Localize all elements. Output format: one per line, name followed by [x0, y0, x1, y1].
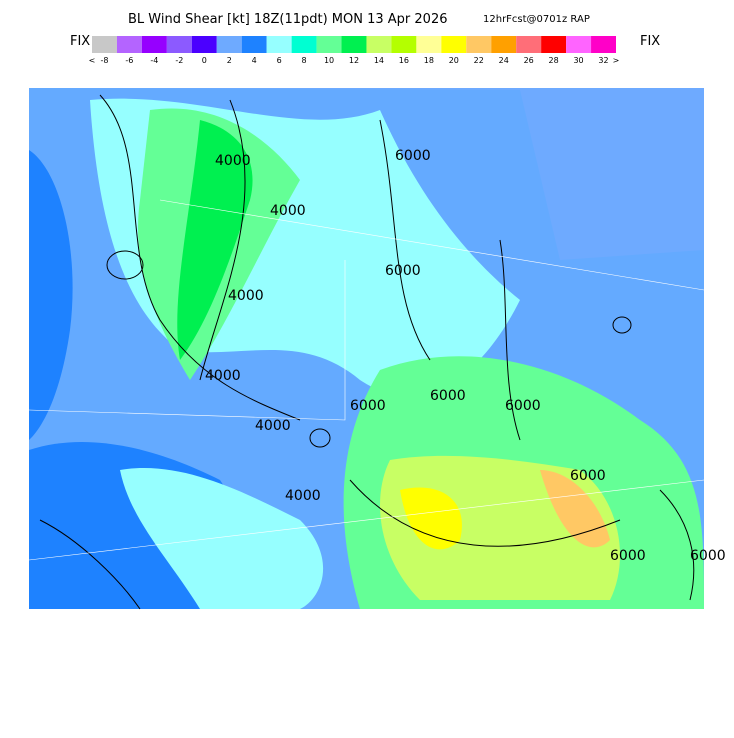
- colorbar-label: <: [89, 56, 96, 65]
- borders: [28, 199, 705, 561]
- colorbar-label: 32: [598, 56, 608, 65]
- contour-label: 6000: [690, 548, 726, 564]
- colorbar-swatch: [216, 36, 242, 53]
- colorbar-label: 26: [524, 56, 534, 65]
- contour-label: 6000: [430, 388, 466, 404]
- colorbar-label: 12: [349, 56, 359, 65]
- colorbar-swatch: [92, 36, 117, 53]
- colorbar-label: 18: [424, 56, 434, 65]
- colorbar-label: 2: [227, 56, 232, 65]
- colorbar-swatch: [441, 36, 467, 53]
- contour-labels: 4000 4000 4000 6000 4000 4000 6000 6000 4000 6000…: [205, 148, 726, 564]
- colorbar-label: -6: [125, 56, 133, 65]
- colorbar-swatch: [366, 36, 392, 53]
- colorbar-swatch: [191, 36, 217, 53]
- forecast-label: 12hrFcst@0701z RAP: [483, 14, 590, 25]
- fix-right: FIX: [640, 34, 660, 49]
- colorbar-swatch: [116, 36, 142, 53]
- colorbar-label: -4: [150, 56, 158, 65]
- colorbar-swatch: [241, 36, 267, 53]
- colorbar-label: 22: [474, 56, 484, 65]
- colorbar: < -8 -6 -4 -2 0 2 4 6 8 10 12 14 16 18 20 22 24 26 28 30 32 >: [89, 36, 620, 65]
- contour-label: 4000: [270, 203, 306, 219]
- colorbar-label: 24: [499, 56, 509, 65]
- contour-label: 6000: [395, 148, 431, 164]
- region: [177, 120, 253, 360]
- region: [540, 470, 610, 548]
- colorbar-label: 0: [202, 56, 207, 65]
- colorbar-swatch: [291, 36, 317, 53]
- colorbar-label: 14: [374, 56, 384, 65]
- contour-label: 4000: [205, 368, 241, 384]
- colorbar-swatch: [316, 36, 342, 53]
- colorbar-swatch: [566, 36, 592, 53]
- contour-label: 4000: [215, 153, 251, 169]
- colorbar-swatch: [266, 36, 292, 53]
- colorbar-label: 8: [302, 56, 307, 65]
- colorbar-swatch: [416, 36, 442, 53]
- fix-left: FIX: [70, 34, 90, 49]
- map: 4000 4000 4000 6000 4000 4000 6000 6000 4000 6000…: [28, 88, 726, 610]
- colorbar-swatch: [466, 36, 492, 53]
- colorbar-swatch: [166, 36, 192, 53]
- colorbar-swatch: [541, 36, 567, 53]
- contour-label: 4000: [255, 418, 291, 434]
- colorbar-label: 16: [399, 56, 409, 65]
- contour-label: 6000: [350, 398, 386, 414]
- colorbar-label: 10: [324, 56, 334, 65]
- region: [120, 468, 324, 609]
- contour-label: 4000: [228, 288, 264, 304]
- title: BL Wind Shear [kt] 18Z(11pdt) MON 13 Apr…: [128, 12, 447, 27]
- contour-label: 6000: [570, 468, 606, 484]
- contour-label: 6000: [505, 398, 541, 414]
- region: [29, 88, 704, 260]
- colorbar-swatch: [141, 36, 167, 53]
- colorbar-swatch: [341, 36, 367, 53]
- colorbar-swatch: [491, 36, 517, 53]
- contour-label: 4000: [285, 488, 321, 504]
- contours: [39, 94, 695, 610]
- colorbar-label: 20: [449, 56, 459, 65]
- colorbar-label: >: [613, 56, 620, 65]
- colorbar-label: 28: [549, 56, 559, 65]
- colorbar-swatch: [516, 36, 542, 53]
- colorbar-label: 6: [277, 56, 282, 65]
- colorbar-label: 30: [573, 56, 583, 65]
- contour-label: 6000: [385, 263, 421, 279]
- colorbar-label: -8: [100, 56, 108, 65]
- colorbar-label: 4: [252, 56, 257, 65]
- colorbar-swatch: [391, 36, 417, 53]
- colorbar-label: -2: [175, 56, 183, 65]
- contour-label: 6000: [610, 548, 646, 564]
- region: [29, 150, 73, 440]
- colorbar-swatch: [591, 36, 616, 53]
- region: [400, 487, 462, 550]
